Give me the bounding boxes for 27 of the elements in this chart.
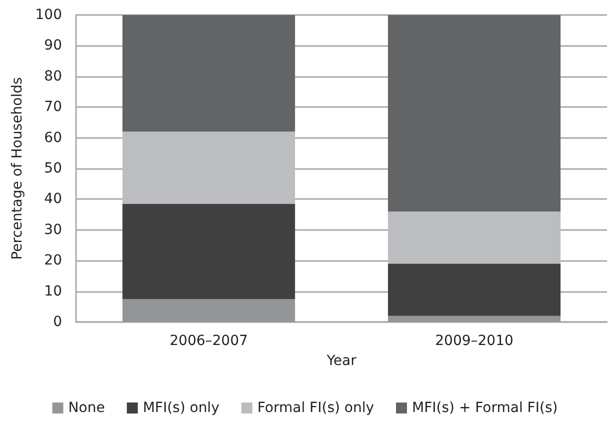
x-axis-title: Year (326, 353, 357, 369)
bar (122, 204, 296, 299)
y-tick-label: 80 (44, 68, 62, 84)
y-tick-label: 100 (35, 7, 62, 23)
legend-label: Formal FI(s) only (257, 400, 374, 416)
bar (388, 211, 561, 264)
y-tick-label: 60 (44, 130, 62, 146)
legend-label: None (68, 400, 105, 416)
legend-label: MFI(s) only (142, 400, 220, 416)
bar (122, 132, 296, 204)
bar (122, 298, 296, 322)
x-tick-label: 2006–2007 (170, 333, 248, 349)
x-tick-label: 2009–2010 (435, 333, 514, 349)
y-tick-label: 70 (44, 99, 62, 116)
bar (388, 15, 561, 212)
y-tick-label: 10 (44, 283, 62, 300)
y-tick-label: 20 (44, 252, 62, 269)
y-tick-label: 30 (44, 222, 62, 238)
bar (388, 316, 561, 322)
y-tick-label: 90 (44, 38, 62, 54)
y-axis-title: Percentage of Households (9, 77, 26, 260)
bar (388, 264, 561, 316)
legend-label: MFI(s) + Formal FI(s) (412, 400, 558, 416)
y-tick-label: 40 (44, 191, 62, 208)
y-tick-label: 0 (53, 314, 62, 330)
y-tick-label: 50 (44, 160, 62, 176)
bar (122, 15, 296, 132)
